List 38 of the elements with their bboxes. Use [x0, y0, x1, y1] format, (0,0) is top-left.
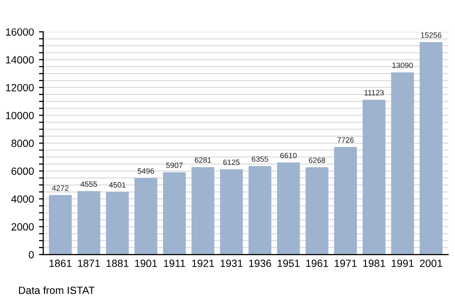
bar: [134, 178, 158, 255]
bar: [391, 72, 414, 255]
x-tick-label: 1991: [392, 260, 414, 268]
x-tick-label: 1961: [306, 260, 328, 268]
y-tick-label: 12000: [6, 84, 34, 92]
bar: [248, 166, 272, 255]
bar: [362, 100, 386, 255]
x-tick-label: 1951: [278, 260, 300, 268]
bar: [77, 191, 100, 255]
bar: [48, 195, 72, 255]
bar: [420, 42, 442, 255]
x-tick-label: 1881: [106, 260, 128, 268]
x-tick-label: 1931: [220, 260, 243, 268]
x-tick-label: 1911: [164, 260, 186, 268]
text: Data from ISTAT: [19, 286, 95, 294]
x-tick-label: 1871: [78, 260, 100, 268]
y-tick-label: 14000: [6, 56, 34, 64]
x-tick-label: 1936: [249, 260, 272, 268]
y-tick-label: 16000: [6, 28, 34, 36]
y-tick-label: 10000: [6, 112, 34, 120]
y-tick-label: 0: [28, 251, 34, 258]
bar: [220, 169, 243, 255]
y-tick-label: 8000: [11, 140, 34, 148]
y-tick-label: 4000: [11, 195, 34, 203]
bar: [334, 146, 357, 255]
x-tick-label: 2001: [420, 260, 442, 268]
bar: [106, 192, 129, 255]
bar: [163, 172, 186, 255]
x-tick-label: 1981: [363, 260, 386, 268]
bar: [192, 167, 214, 255]
bar: [277, 162, 300, 255]
y-tick-label: 6000: [12, 168, 34, 175]
bar: [306, 167, 328, 255]
y-tick-label: 2000: [12, 223, 34, 231]
x-tick-label: 1971: [334, 260, 357, 268]
x-tick-label: 1921: [192, 260, 214, 268]
x-tick-label: 1861: [50, 260, 72, 268]
x-tick-label: 1901: [135, 260, 157, 268]
